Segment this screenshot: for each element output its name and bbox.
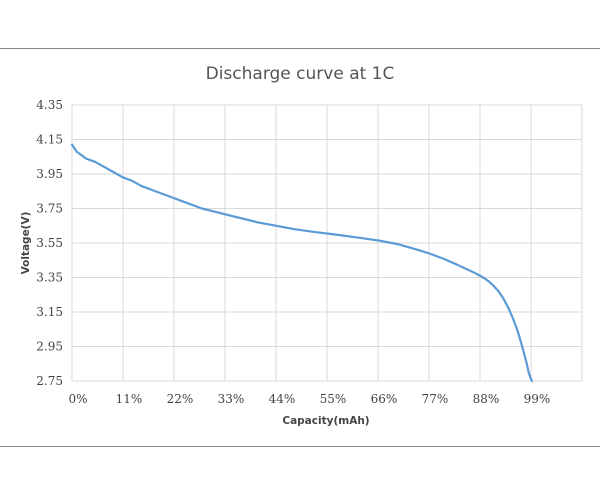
x-tick-label: 66% — [371, 392, 398, 406]
x-tick-label: 44% — [269, 392, 296, 406]
x-tick-label: 77% — [422, 392, 449, 406]
y-tick-label: 4.35 — [36, 98, 63, 112]
grid-layer — [72, 104, 582, 382]
frame-top-line — [0, 48, 600, 49]
y-tick-label: 3.35 — [36, 271, 63, 285]
y-tick-label: 3.95 — [36, 167, 63, 181]
x-axis-label: Capacity(mAh) — [282, 415, 369, 427]
x-tick-label: 33% — [218, 392, 245, 406]
y-tick-label: 4.15 — [36, 133, 63, 147]
x-tick-labels: 0% 11% 22% 33% 44% 55% 66% 77% 88% 99% — [68, 392, 550, 406]
y-tick-label: 2.95 — [36, 340, 63, 354]
x-tick-label: 55% — [320, 392, 347, 406]
chart-title: Discharge curve at 1C — [206, 64, 395, 84]
y-tick-label: 2.75 — [36, 374, 63, 388]
y-tick-label: 3.15 — [36, 305, 63, 319]
y-tick-labels: 4.35 4.15 3.95 3.75 3.55 3.35 3.15 2.95 2.75 — [36, 98, 63, 388]
series-line-discharge — [70, 143, 534, 383]
frame-bottom-line — [0, 446, 600, 447]
x-tick-label: 22% — [167, 392, 194, 406]
x-tick-label: 11% — [116, 392, 143, 406]
x-tick-label: 88% — [473, 392, 500, 406]
x-tick-label: 0% — [68, 392, 87, 406]
y-tick-label: 3.75 — [36, 202, 63, 216]
y-tick-label: 3.55 — [36, 236, 63, 250]
x-tick-label: 99% — [524, 392, 551, 406]
y-axis-label: Voltage(V) — [20, 212, 32, 275]
plot-area — [71, 104, 583, 382]
